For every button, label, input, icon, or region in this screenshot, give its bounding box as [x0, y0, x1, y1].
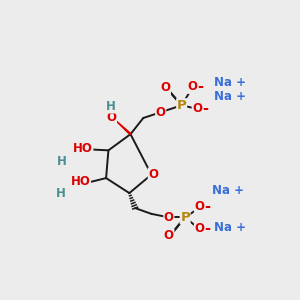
Text: Na +: Na + — [214, 221, 247, 234]
Text: O: O — [192, 102, 202, 115]
Text: -: - — [197, 79, 203, 94]
Text: H: H — [57, 155, 67, 168]
Text: -: - — [202, 100, 208, 116]
Text: O: O — [164, 229, 174, 242]
Text: O: O — [164, 211, 174, 224]
Text: HO: HO — [70, 176, 91, 188]
Text: Na +: Na + — [214, 76, 247, 89]
Text: O: O — [148, 168, 158, 181]
Text: O: O — [195, 222, 205, 236]
Text: HO: HO — [73, 142, 93, 154]
Text: O: O — [156, 106, 166, 119]
Text: P: P — [180, 211, 190, 224]
Text: O: O — [188, 80, 198, 93]
Text: O: O — [106, 111, 116, 124]
Text: -: - — [204, 199, 210, 214]
Text: H: H — [106, 100, 116, 113]
Text: Na +: Na + — [214, 90, 247, 103]
Text: O: O — [195, 200, 205, 213]
Text: H: H — [56, 187, 66, 200]
Text: O: O — [160, 82, 170, 94]
Text: -: - — [204, 221, 210, 236]
Polygon shape — [114, 119, 131, 135]
Text: P: P — [177, 99, 187, 112]
Text: Na +: Na + — [212, 184, 244, 197]
